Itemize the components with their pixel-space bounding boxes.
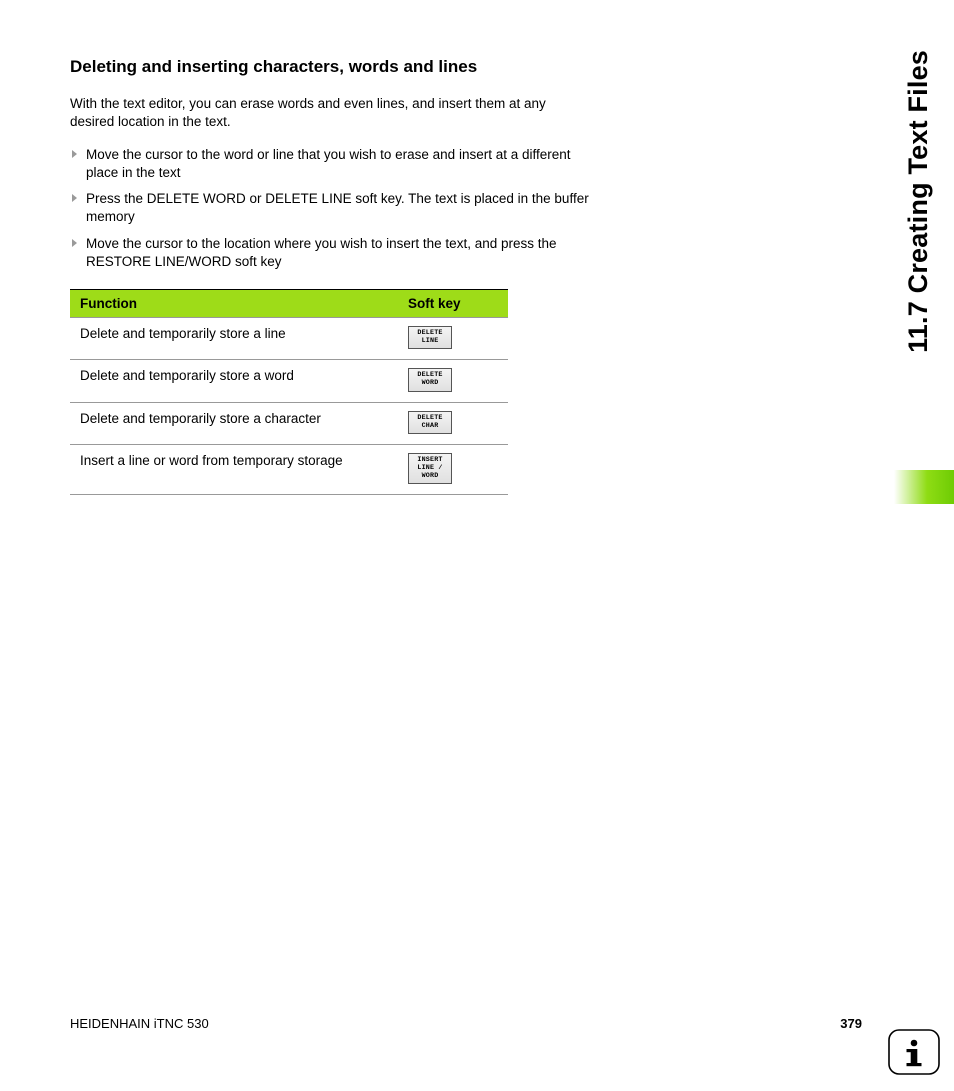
page-number: 379 <box>840 1016 862 1031</box>
function-cell: Delete and temporarily store a character <box>70 402 398 444</box>
footer-product: HEIDENHAIN iTNC 530 <box>70 1016 209 1031</box>
step-list: Move the cursor to the word or line that… <box>70 146 590 271</box>
table-row: Delete and temporarily store a word DELE… <box>70 360 508 402</box>
list-item: Press the DELETE WORD or DELETE LINE sof… <box>70 190 590 226</box>
softkey-button[interactable]: DELETE WORD <box>408 368 452 391</box>
table-row: Delete and temporarily store a character… <box>70 402 508 444</box>
side-color-tab <box>894 470 954 504</box>
info-icon <box>888 1029 940 1075</box>
section-heading: Deleting and inserting characters, words… <box>70 56 590 77</box>
softkey-cell: DELETE WORD <box>398 360 508 402</box>
softkey-button[interactable]: DELETE LINE <box>408 326 452 349</box>
intro-paragraph: With the text editor, you can erase word… <box>70 95 590 131</box>
table-header-function: Function <box>70 290 398 318</box>
function-cell: Delete and temporarily store a line <box>70 318 398 360</box>
list-item: Move the cursor to the location where yo… <box>70 235 590 271</box>
function-cell: Insert a line or word from temporary sto… <box>70 445 398 495</box>
function-table: Function Soft key Delete and temporarily… <box>70 289 508 495</box>
softkey-cell: DELETE CHAR <box>398 402 508 444</box>
softkey-cell: INSERT LINE / WORD <box>398 445 508 495</box>
function-cell: Delete and temporarily store a word <box>70 360 398 402</box>
table-row: Delete and temporarily store a line DELE… <box>70 318 508 360</box>
list-item: Move the cursor to the word or line that… <box>70 146 590 182</box>
table-row: Insert a line or word from temporary sto… <box>70 445 508 495</box>
softkey-button[interactable]: INSERT LINE / WORD <box>408 453 452 484</box>
table-header-softkey: Soft key <box>398 290 508 318</box>
softkey-button[interactable]: DELETE CHAR <box>408 411 452 434</box>
softkey-cell: DELETE LINE <box>398 318 508 360</box>
side-section-title: 11.7 Creating Text Files <box>903 50 934 353</box>
